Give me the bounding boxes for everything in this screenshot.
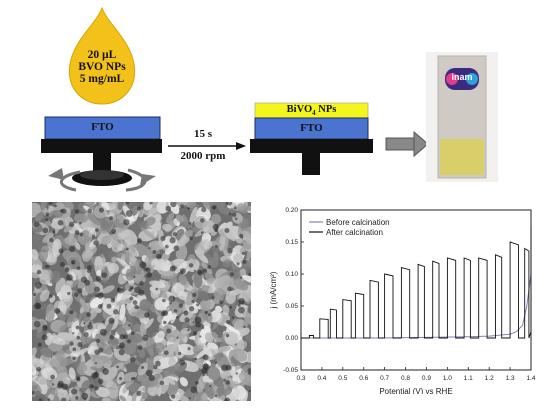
droplet-concentration: 5 mg/mL: [79, 73, 125, 85]
x-tick-label: 0.3: [296, 375, 305, 382]
chart-svg: 0.3 0.4 0.5 0.6 0.7 0.8 0.9 1.0 1.1 1.2 1.3 1.4 -0.0…: [269, 207, 536, 396]
spin-time: 15 s: [193, 128, 213, 140]
x-tick-label: 1.2: [485, 375, 494, 382]
sem-grains: [32, 202, 251, 401]
x-tick-label: 1.4: [526, 375, 535, 382]
y-tick-label: -0.05: [283, 367, 298, 374]
x-tick-label: 1.0: [443, 375, 452, 382]
spin-chuck-shaft: [93, 153, 111, 173]
droplet-shape: [68, 6, 136, 105]
bivo4-label: BiVO4 NPs: [286, 104, 337, 118]
y-tick-label: 0.00: [285, 335, 298, 342]
fto-label-left: FTO: [91, 121, 114, 133]
spin-chuck-plate: [41, 139, 162, 153]
x-axis-label: Potential (V) vs RHE: [379, 387, 452, 394]
y-tick-label: 0.10: [285, 271, 298, 278]
legend-label: After calcination: [326, 228, 383, 237]
spin-speed: 2000 rpm: [180, 150, 226, 162]
y-tick-label: 0.15: [285, 239, 298, 246]
result-arrow-head: [413, 130, 429, 158]
droplet-material: BVO NPs: [78, 61, 126, 73]
x-tick-label: 0.4: [317, 375, 326, 382]
electrode-film: [440, 139, 484, 175]
x-tick-label: 0.8: [401, 375, 410, 382]
chuck-plate-right: [250, 139, 373, 153]
x-tick-label: 0.7: [380, 375, 389, 382]
fto-label-right: FTO: [300, 122, 323, 134]
x-tick-label: 0.5: [338, 375, 347, 382]
series-before-calcination: [301, 273, 532, 339]
rotation-arrow-left: [60, 170, 81, 192]
sem-micrograph: [32, 202, 251, 401]
y-tick-label: 0.05: [285, 303, 298, 310]
x-tick-label: 0.9: [422, 375, 431, 382]
y-axis-label: j (mA/cm²): [269, 271, 278, 309]
x-tick-label: 1.3: [506, 375, 515, 382]
chuck-shaft-right: [302, 153, 320, 175]
y-tick-label: 0.20: [285, 207, 298, 214]
x-tick-label: 1.1: [464, 375, 473, 382]
legend-label: Before calcination: [326, 218, 390, 227]
logo-text: inam: [451, 72, 473, 82]
series-after-calcination: [301, 226, 532, 339]
x-tick-label: 0.6: [359, 375, 368, 382]
plot-area: [300, 209, 532, 371]
result-arrow-body: [385, 137, 415, 151]
droplet-volume: 20 µL: [87, 49, 117, 61]
spin-coating-schematic: [41, 6, 498, 192]
photocurrent-chart: 0.3 0.4 0.5 0.6 0.7 0.8 0.9 1.0 1.1 1.2 1.3 1.4 -0.0…: [268, 204, 550, 396]
